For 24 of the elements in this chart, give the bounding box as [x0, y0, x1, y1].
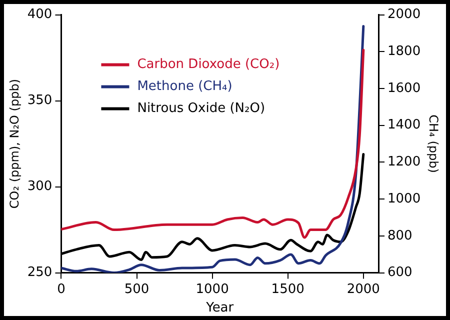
- y-tick-label: 350: [27, 93, 52, 108]
- legend-label: Methone (CH₄): [137, 79, 232, 94]
- x-axis-title: Year: [205, 300, 234, 316]
- x-tick-label: 1500: [271, 282, 304, 297]
- y-tick-label: 250: [27, 265, 52, 280]
- x-tick-label: 0: [57, 282, 66, 297]
- y-tick-label: 400: [27, 7, 52, 22]
- legend-label: Nitrous Oxide (N₂O): [137, 101, 266, 116]
- x-tick-label: 1000: [196, 282, 229, 297]
- legend-label: Carbon Dioxode (CO₂): [137, 57, 280, 72]
- x-tick-label: 500: [124, 282, 150, 297]
- y2-tick-label: 1800: [388, 44, 421, 60]
- y2-tick-label: 1000: [388, 191, 421, 206]
- y-tick-label: 300: [27, 179, 52, 194]
- y2-axis-title: CH₄ (ppb): [426, 114, 441, 173]
- y2-tick-label: 1400: [388, 118, 421, 133]
- line-series: [61, 48, 365, 239]
- y-axis-title: CO₂ (ppm), N₂O (ppb): [7, 78, 22, 209]
- y2-tick-label: 1600: [388, 80, 421, 96]
- y2-tick-label: 1200: [388, 154, 421, 170]
- y2-tick-label: 800: [388, 228, 412, 244]
- y2-tick-label: 2000: [388, 7, 421, 22]
- y2-tick-label: 600: [388, 265, 412, 280]
- x-tick-label: 2000: [346, 282, 380, 297]
